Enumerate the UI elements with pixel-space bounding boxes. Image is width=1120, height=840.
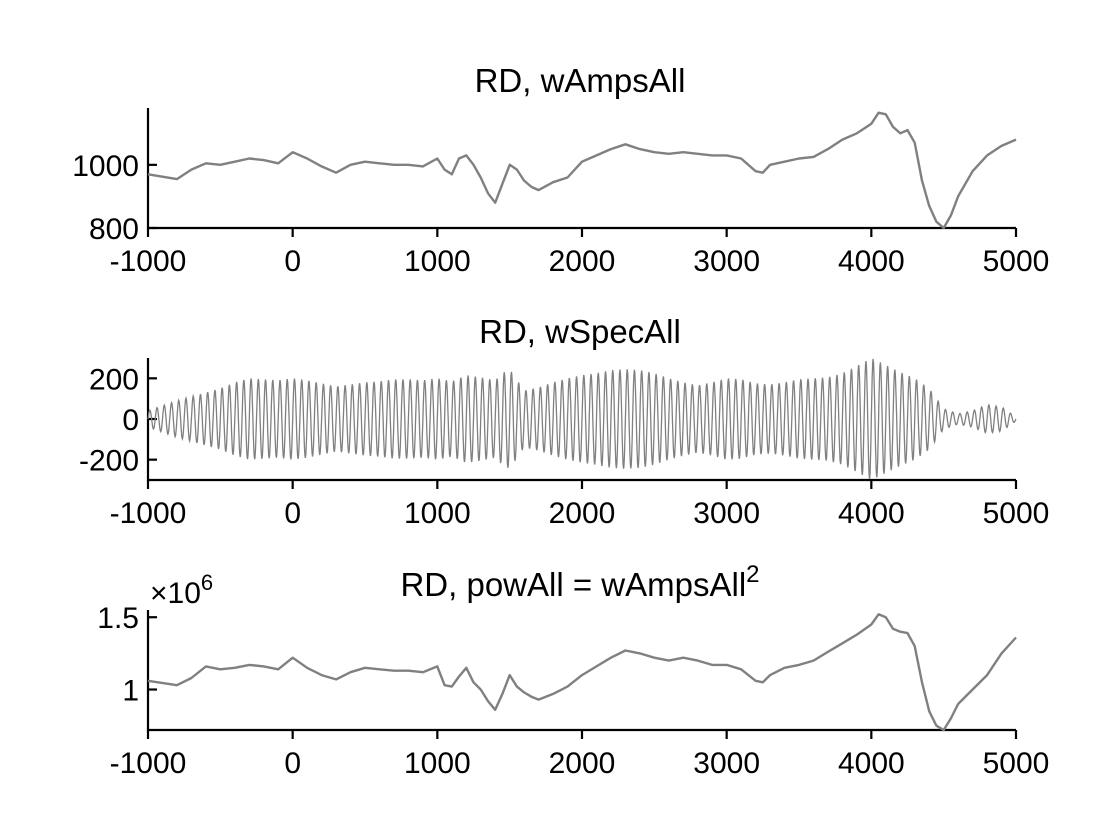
y-scale-exponent: 6 — [201, 570, 213, 595]
x-tick-label: 4000 — [838, 747, 905, 780]
x-tick-label: 2000 — [549, 747, 616, 780]
x-tick-label: 3000 — [693, 245, 760, 278]
x-tick-label: 3000 — [693, 747, 760, 780]
y-axis-wspecall: -200 0 200 — [79, 363, 157, 478]
x-tick-label: 4000 — [838, 497, 905, 530]
y-tick-label: -200 — [79, 445, 139, 478]
y-tick-label: 0 — [122, 404, 139, 437]
x-tick-label: 5000 — [983, 497, 1050, 530]
x-axis-powall: -1000 0 1000 2000 3000 4000 5000 — [110, 730, 1050, 780]
panel-powall: RD, powAll = wAmpsAll2 ×106 -1000 0 1000 20… — [97, 561, 1049, 780]
x-axis-wampsall: -1000 0 1000 2000 3000 4000 5000 — [110, 228, 1050, 278]
panel-title-wampsall: RD, wAmpsAll — [475, 62, 686, 99]
panel-title-wspecall: RD, wSpecAll — [479, 313, 681, 350]
x-tick-label: 2000 — [549, 245, 616, 278]
series-line-wampsall — [147, 111, 1017, 230]
series-line-powall — [147, 613, 1017, 732]
panel-title-powall-main: RD, powAll = wAmpsAll — [400, 566, 746, 603]
x-tick-label: 0 — [284, 497, 301, 530]
x-tick-label: -1000 — [110, 747, 187, 780]
x-tick-label: 5000 — [983, 245, 1050, 278]
y-tick-label: 200 — [89, 363, 139, 396]
panel-title-powall-superscript: 2 — [746, 561, 759, 588]
x-tick-label: 3000 — [693, 497, 760, 530]
x-axis-wspecall: -1000 0 1000 2000 3000 4000 5000 — [110, 480, 1050, 530]
x-tick-label: 1000 — [404, 497, 471, 530]
x-tick-label: 5000 — [983, 747, 1050, 780]
y-tick-label: 800 — [89, 213, 139, 246]
series-line-wspecall — [147, 358, 1017, 480]
y-axis-powall: 11.5 — [97, 602, 157, 708]
panel-wampsall: RD, wAmpsAll -1000 0 1000 2000 3000 4000 5000 … — [72, 62, 1049, 278]
x-tick-label: 2000 — [549, 497, 616, 530]
x-tick-label: 1000 — [404, 245, 471, 278]
y-axis-wampsall: 800 1000 — [72, 150, 157, 246]
panel-title-powall: RD, powAll = wAmpsAll2 — [400, 561, 759, 603]
x-tick-label: 4000 — [838, 245, 905, 278]
y-scale-label: ×10 — [150, 577, 201, 610]
x-tick-label: -1000 — [110, 497, 187, 530]
panel-wspecall: RD, wSpecAll -1000 0 1000 2000 3000 4000 5000 … — [79, 313, 1049, 530]
x-tick-label: 0 — [284, 245, 301, 278]
y-tick-label: 1 — [122, 675, 139, 708]
x-tick-label: -1000 — [110, 245, 187, 278]
y-tick-label: 1.5 — [97, 602, 139, 635]
y-scale-multiplier: ×106 — [150, 570, 213, 610]
x-tick-label: 1000 — [404, 747, 471, 780]
y-tick-label: 1000 — [72, 150, 139, 183]
x-tick-label: 0 — [284, 747, 301, 780]
axes-wampsall — [146, 108, 1016, 230]
